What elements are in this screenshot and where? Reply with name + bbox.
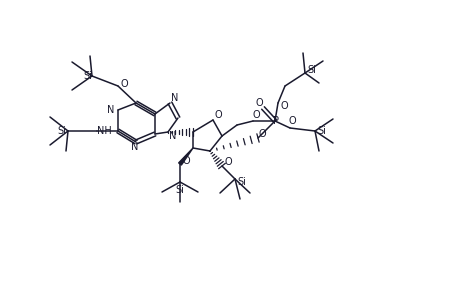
Text: O: O: [120, 79, 128, 89]
Text: N: N: [107, 105, 115, 115]
Text: O: O: [258, 129, 266, 139]
Text: Si: Si: [317, 126, 327, 136]
Text: N: N: [169, 131, 176, 141]
Text: NH: NH: [97, 126, 111, 136]
Text: O: O: [224, 157, 232, 167]
Text: Si: Si: [176, 185, 184, 195]
Polygon shape: [179, 148, 193, 165]
Text: O: O: [252, 110, 260, 120]
Text: Si: Si: [308, 65, 316, 75]
Text: Si: Si: [58, 126, 67, 136]
Text: O: O: [288, 116, 296, 126]
Text: O: O: [255, 98, 263, 108]
Text: P: P: [273, 116, 279, 126]
Text: O: O: [214, 110, 222, 120]
Text: Si: Si: [237, 177, 246, 187]
Text: N: N: [171, 93, 179, 103]
Text: Si: Si: [84, 71, 92, 81]
Text: O: O: [280, 101, 288, 111]
Text: N: N: [131, 142, 139, 152]
Text: O: O: [182, 156, 190, 166]
